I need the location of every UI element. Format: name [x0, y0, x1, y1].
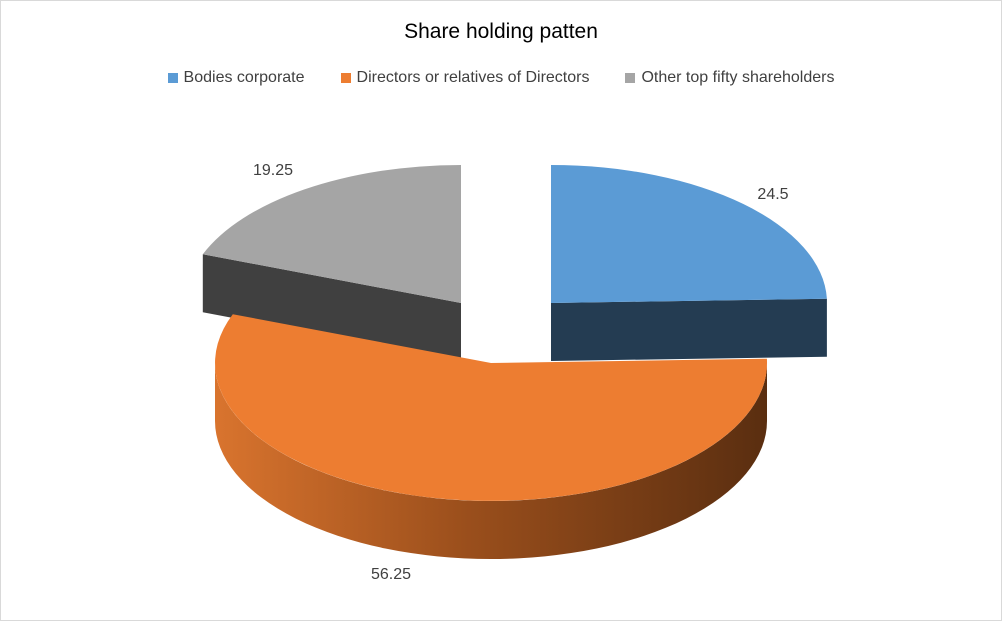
legend-label: Other top fifty shareholders	[641, 69, 835, 86]
legend-entry-bodies-corporate: Bodies corporate	[167, 69, 305, 87]
legend-swatch	[167, 73, 178, 83]
pie-slice-bodies-corporate	[551, 165, 827, 361]
legend-entry-other-top-fifty-shareholders: Other top fifty shareholders	[625, 69, 834, 87]
slice-side	[215, 363, 767, 559]
data-label-directors-or-relatives-of-directors: 56.25	[371, 566, 411, 583]
legend-swatch	[340, 73, 351, 83]
chart-title: Share holding patten	[404, 20, 598, 43]
slice-top	[202, 165, 462, 303]
legend-label: Bodies corporate	[183, 69, 305, 86]
legend: Bodies corporate Directors or relatives o…	[1, 69, 1001, 87]
legend-entry-directors-or-relatives-of-directors: Directors or relatives of Directors	[340, 69, 590, 87]
legend-label: Directors or relatives of Directors	[356, 69, 590, 86]
legend-swatch	[625, 73, 636, 83]
slice-top	[551, 165, 827, 303]
pie-slice-directors-or-relatives-of-directors	[215, 314, 768, 559]
slice-top	[215, 314, 768, 501]
pie-slice-other-top-fifty-shareholders	[202, 165, 462, 361]
data-label-other-top-fifty-shareholders: 19.25	[253, 162, 293, 179]
slice-wall	[551, 298, 827, 361]
slice-wall	[202, 254, 462, 361]
data-label-bodies-corporate: 24.5	[757, 186, 788, 203]
